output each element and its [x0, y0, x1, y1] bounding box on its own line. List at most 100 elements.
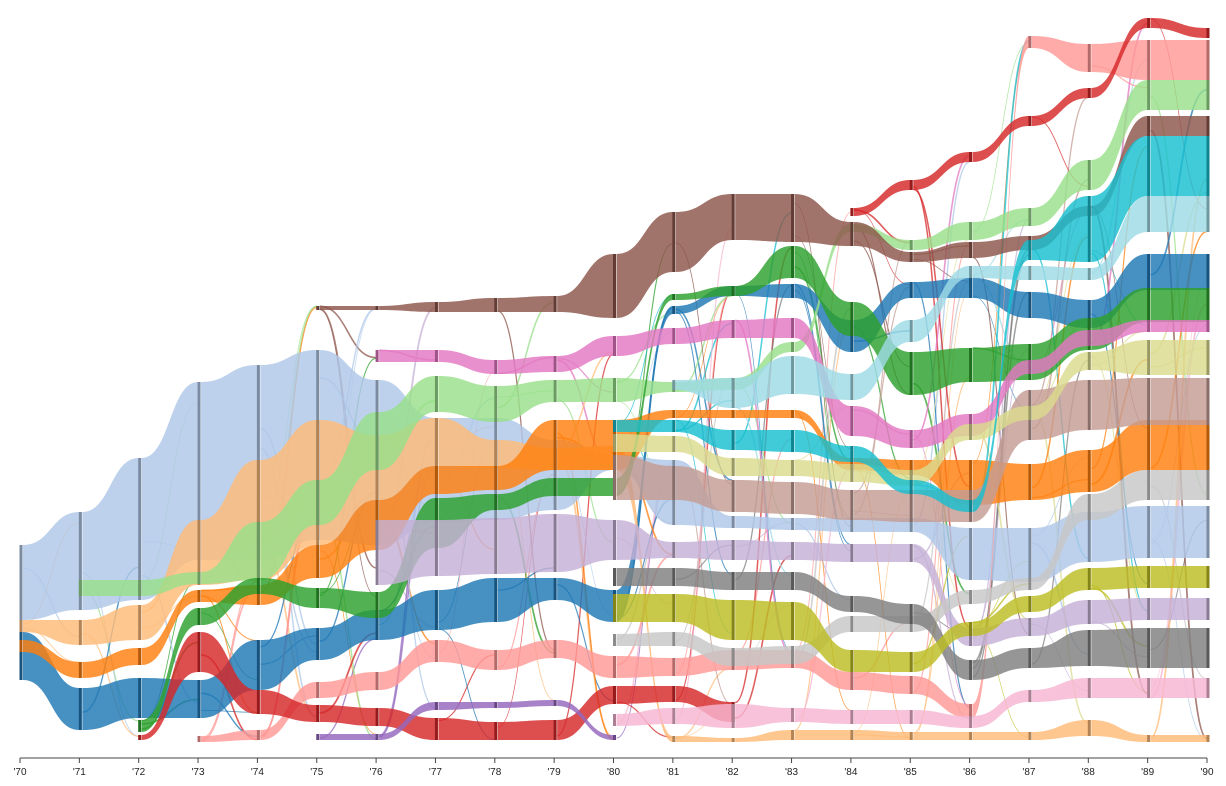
- flow-ribbon: [913, 414, 970, 448]
- node-bar: [316, 588, 320, 608]
- flow-ribbon: [735, 410, 792, 418]
- node-bar: [1147, 136, 1151, 196]
- flow-ribbon: [438, 418, 495, 468]
- node-bar: [1147, 340, 1151, 375]
- flow-ribbon: [438, 518, 495, 576]
- node-bar: [1087, 330, 1091, 346]
- node-bar: [494, 440, 498, 468]
- flow-ribbon: [23, 620, 80, 645]
- flow-ribbon: [735, 458, 792, 476]
- flow-ribbon: [913, 348, 970, 395]
- flow-ribbon: [853, 650, 911, 672]
- node-bar: [672, 568, 676, 586]
- flow-ribbon: [794, 482, 851, 520]
- node-bar: [791, 542, 795, 560]
- flow-ribbon: [319, 412, 377, 525]
- flow-ribbon: [853, 672, 911, 694]
- node-bar: [1147, 566, 1151, 588]
- node-bar: [1147, 470, 1151, 500]
- node-bar: [256, 578, 260, 594]
- flow-ribbon: [379, 702, 436, 740]
- flow-ribbon: [201, 730, 258, 742]
- flow-ribbon: [972, 732, 1029, 740]
- node-bar: [850, 518, 854, 532]
- x-tick-label: '85: [904, 767, 917, 778]
- flow-ribbon: [794, 572, 851, 612]
- node-bar: [1028, 266, 1032, 280]
- x-tick-label: '81: [666, 767, 679, 778]
- node-bar: [672, 708, 676, 724]
- flow-ribbon: [853, 544, 911, 562]
- node-bar: [909, 282, 913, 298]
- flow-ribbon: [675, 420, 733, 450]
- node-bar: [850, 710, 854, 724]
- flow-ribbon: [1031, 352, 1089, 420]
- node-bar: [969, 590, 973, 604]
- flow-ribbon: [141, 572, 199, 596]
- node-bar: [375, 520, 379, 585]
- flow-ribbon: [913, 676, 970, 718]
- node-bar: [256, 585, 260, 605]
- node-bar: [434, 302, 438, 312]
- flow-ribbon: [1091, 720, 1148, 742]
- flow-ribbon: [675, 632, 733, 666]
- node-bar: [613, 686, 616, 704]
- flow-ribbon: [82, 580, 139, 596]
- flow-ribbon: [972, 236, 1029, 258]
- node-bar: [613, 336, 616, 356]
- flow-ribbon: [141, 590, 199, 665]
- node-bar: [731, 320, 735, 338]
- node-bar: [791, 342, 795, 352]
- flow-ribbon: [1031, 600, 1089, 636]
- flow-ribbon: [735, 572, 792, 590]
- node-bar: [672, 658, 676, 676]
- node-bar: [909, 252, 913, 262]
- flow-ribbon: [972, 360, 1029, 436]
- flow-ribbon: [1031, 266, 1089, 280]
- node-bar: [1147, 420, 1151, 470]
- node-bar: [197, 608, 201, 625]
- node-bar: [969, 660, 973, 680]
- node-bar: [791, 518, 795, 530]
- flow-ribbon: [1150, 254, 1207, 290]
- node-bar: [1206, 420, 1210, 470]
- flow-ribbon: [913, 732, 970, 740]
- node-bar: [791, 356, 795, 394]
- flow-ribbon: [557, 514, 614, 572]
- flow-ribbon: [1031, 720, 1089, 740]
- flow-ribbon: [616, 420, 673, 432]
- flow-ribbon: [735, 246, 792, 296]
- node-bar: [553, 720, 557, 740]
- node-bar: [791, 482, 795, 514]
- node-bar: [375, 592, 379, 618]
- node-bar: [613, 420, 616, 432]
- node-bar: [791, 410, 795, 418]
- flow-ribbon: [497, 700, 555, 708]
- x-tick-label: '75: [310, 767, 323, 778]
- node-bar: [553, 640, 557, 658]
- flow-ribbon: [972, 390, 1029, 522]
- flow-ribbon: [675, 466, 733, 512]
- node-bar: [1028, 732, 1032, 740]
- node-bar: [1087, 352, 1091, 370]
- node-bar: [672, 306, 676, 314]
- node-bar: [850, 374, 854, 400]
- flow-ribbon: [616, 294, 673, 496]
- node-bar: [672, 328, 676, 344]
- flow-ribbon: [497, 356, 555, 374]
- node-bar: [1028, 406, 1032, 420]
- flow-ribbon: [616, 632, 673, 646]
- flow-ribbon: [675, 410, 733, 418]
- node-bar: [909, 710, 913, 724]
- node-bar: [613, 455, 616, 500]
- node-bar: [969, 152, 973, 162]
- flow-ribbon: [319, 588, 377, 618]
- flow-ribbon: [438, 718, 495, 740]
- node-bar: [1206, 254, 1210, 290]
- flow-ribbon: [853, 596, 911, 624]
- node-bar: [850, 446, 854, 462]
- flow-ribbon: [1031, 160, 1089, 226]
- node-bar: [969, 528, 973, 580]
- node-bar: [672, 542, 676, 558]
- node-bar: [613, 520, 616, 560]
